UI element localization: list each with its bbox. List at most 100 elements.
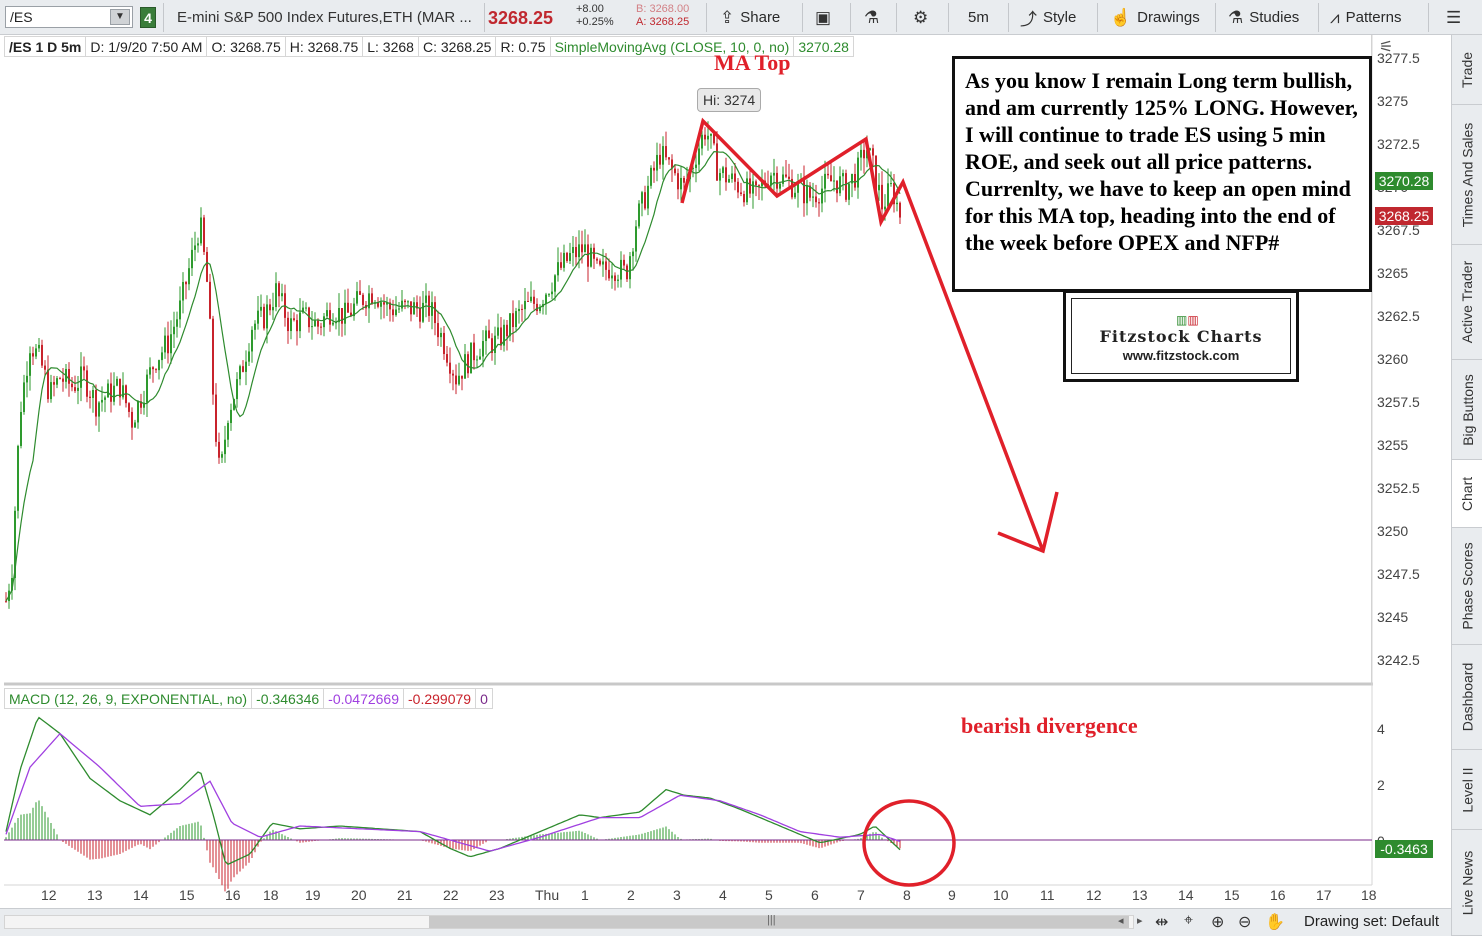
candle-body	[869, 148, 871, 151]
time-axis-label: 16	[225, 887, 241, 903]
candle-body	[218, 441, 220, 458]
patterns-button[interactable]: ⩘ Patterns	[1330, 4, 1401, 31]
time-axis-label: 14	[133, 887, 149, 903]
scrollbar-thumb[interactable]	[429, 916, 1129, 928]
tab-phase-scores[interactable]: Phase Scores	[1452, 528, 1482, 645]
candle-body	[626, 265, 628, 280]
time-axis-label: 3	[673, 887, 681, 903]
symbol-dropdown-button[interactable]: ▼	[110, 9, 130, 25]
candle-body	[158, 360, 160, 371]
candle-body	[446, 354, 448, 363]
time-axis-label: 20	[351, 887, 367, 903]
time-scrollbar[interactable]: ||| ◂ ▸	[4, 914, 1143, 929]
candle-body	[491, 338, 493, 353]
style-icon: ⤴	[1020, 10, 1037, 29]
candle-body	[533, 296, 535, 304]
tab-dashboard[interactable]: Dashboard	[1452, 645, 1482, 750]
price-chart[interactable]	[0, 35, 1451, 908]
candle-body	[752, 181, 754, 194]
candle-body	[347, 302, 349, 313]
crosshair-icon[interactable]: ⌖	[1184, 912, 1194, 929]
style-button[interactable]: ⤴ Style	[1020, 4, 1076, 31]
chart-settings-button[interactable]: ▣	[815, 4, 831, 31]
tab-times-and-sales[interactable]: Times And Sales	[1452, 105, 1482, 245]
candle-body	[299, 312, 301, 332]
symbol-input[interactable]: /ES ▼	[5, 6, 133, 28]
zoom-in-icon[interactable]: ⊕	[1211, 914, 1225, 931]
candle-body	[245, 361, 247, 372]
separator	[850, 3, 851, 32]
price-axis[interactable]: ⚟	[1373, 35, 1451, 885]
candle-body	[536, 303, 538, 312]
tab-trade[interactable]: Trade	[1452, 35, 1482, 105]
candle-body	[110, 383, 112, 402]
scroll-right-icon[interactable]: ▸	[1137, 915, 1143, 927]
grid-menu-button[interactable]: ☰	[1446, 4, 1461, 31]
time-axis-label: 12	[1086, 887, 1102, 903]
candle-body	[845, 173, 847, 200]
sma-study-label[interactable]: SimpleMovingAvg (CLOSE, 10, 0, no)	[549, 36, 795, 57]
tab-live-news[interactable]: Live News	[1452, 830, 1482, 936]
price-axis-label: 3275	[1377, 93, 1409, 109]
candle-body	[302, 307, 304, 313]
settings-button[interactable]: ⚙	[913, 4, 928, 31]
candle-body	[263, 306, 265, 329]
tab-level-ii[interactable]: Level II	[1452, 750, 1482, 830]
link-group-badge[interactable]: 4	[140, 7, 156, 28]
drawings-button[interactable]: ☝ Drawings	[1110, 4, 1200, 31]
candle-body	[494, 335, 496, 353]
time-axis-label: 22	[443, 887, 459, 903]
timeframe-button[interactable]: 5m	[968, 4, 989, 31]
tab-big-buttons[interactable]: Big Buttons	[1452, 360, 1482, 460]
symbol-period[interactable]: /ES 1 D 5m	[4, 36, 87, 57]
flask-button[interactable]: ⚗	[864, 4, 879, 31]
candle-body	[563, 252, 565, 268]
candle-body	[443, 332, 445, 355]
bar-range: R: 0.75	[495, 36, 551, 57]
candle-body	[860, 149, 862, 158]
candle-body	[743, 193, 745, 203]
candle-body	[518, 308, 520, 312]
separator	[896, 3, 897, 32]
candle-body	[728, 179, 730, 183]
candle-body	[674, 168, 676, 174]
share-button[interactable]: ⇪ Share	[720, 4, 780, 31]
tab-chart[interactable]: Chart	[1452, 460, 1482, 528]
macd-signal-line	[5, 732, 901, 852]
pan-hand-icon[interactable]: ✋	[1265, 914, 1285, 931]
candle-body	[881, 184, 883, 210]
candle-body	[113, 385, 115, 402]
candle-body	[272, 307, 274, 311]
expand-time-icon[interactable]: ⇹	[1155, 914, 1169, 931]
candle-body	[122, 385, 124, 398]
candle-body	[725, 167, 727, 183]
macd-histogram	[5, 800, 901, 892]
zoom-out-icon[interactable]: ⊖	[1238, 914, 1252, 931]
time-axis-label: 19	[305, 887, 321, 903]
candle-body	[104, 397, 106, 400]
tab-active-trader[interactable]: Active Trader	[1452, 245, 1482, 360]
candle-body	[488, 330, 490, 339]
scroll-left-icon[interactable]: ◂	[1118, 915, 1124, 927]
candle-body	[35, 348, 37, 357]
time-axis-label: 18	[1361, 887, 1377, 903]
candle-body	[677, 173, 679, 190]
candle-body	[200, 217, 202, 244]
candle-body	[782, 174, 784, 184]
candle-body	[407, 301, 409, 303]
candle-body	[428, 295, 430, 316]
macd-study-label[interactable]: MACD (12, 26, 9, EXPONENTIAL, no)	[4, 688, 253, 709]
axis-settings-icon[interactable]: ⚟	[1379, 39, 1394, 56]
candle-body	[353, 303, 355, 317]
time-axis-label: 5	[765, 887, 773, 903]
candle-body	[485, 330, 487, 342]
candle-body	[863, 149, 865, 159]
candle-body	[473, 342, 475, 361]
candle-body	[659, 154, 661, 165]
candle-body	[638, 203, 640, 227]
studies-button[interactable]: ⚗ Studies	[1228, 4, 1299, 31]
candle-body	[746, 178, 748, 203]
candle-body	[731, 173, 733, 180]
drawing-set-selector[interactable]: Drawing set: Default	[1304, 913, 1440, 930]
ma-top-annotation: MA Top	[714, 50, 791, 75]
